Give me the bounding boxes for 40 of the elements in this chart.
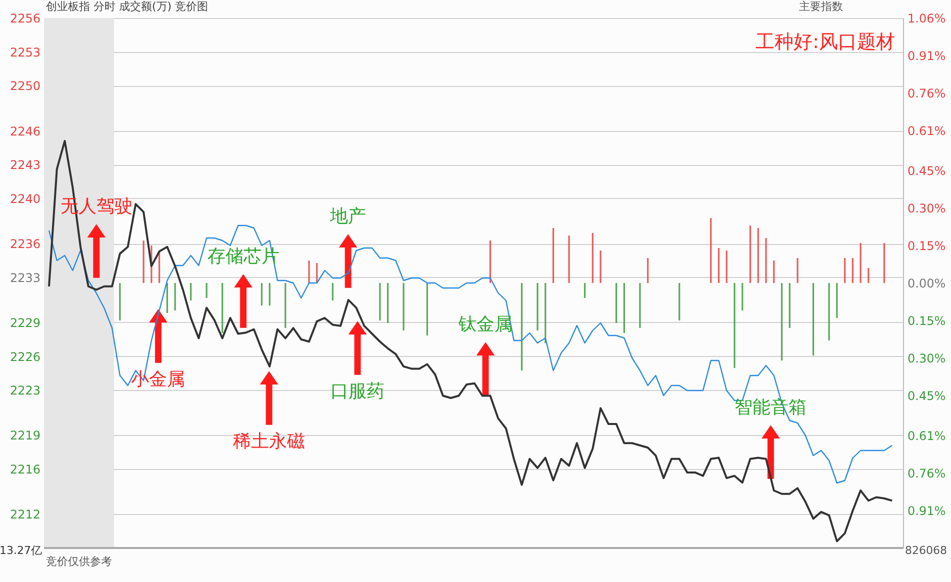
text: 竞价仅供参考: [46, 555, 112, 568]
y-tick-label: 2226: [10, 350, 40, 364]
y2-tick-label: 1.06%: [908, 12, 946, 26]
y2-tick-label: 0.45%: [908, 389, 946, 403]
y2-tick-label: 0.15%: [908, 239, 946, 253]
line-series: [48, 224, 893, 484]
y2-tick-label: 0.45%: [908, 164, 946, 178]
line-series: [48, 140, 894, 542]
y-tick-label: 2236: [10, 237, 40, 252]
y-tick-label: 2240: [10, 192, 40, 206]
y-tick-label: 2246: [10, 124, 40, 138]
text: 13.27亿: [0, 544, 42, 557]
y2-tick-label: 0.30%: [908, 202, 946, 216]
y-tick-label: 2229: [10, 316, 40, 330]
y-tick-label: 2216: [10, 462, 40, 477]
y2-tick-label: 0.15%: [908, 314, 946, 328]
y2-tick-label: 0.91%: [908, 504, 946, 518]
annotation: 地产: [329, 206, 366, 227]
y-tick-label: 2223: [10, 384, 40, 398]
y2-tick-label: 0.61%: [908, 124, 946, 138]
y2-tick-label: 0.76%: [908, 86, 946, 100]
y-tick-label: 2212: [10, 508, 40, 522]
annotation: 小金属: [131, 369, 186, 390]
y2-tick-label: 0.76%: [908, 466, 946, 480]
y-tick-label: 2233: [10, 270, 40, 285]
y2-tick-label: 0.61%: [908, 429, 946, 443]
y2-tick-label: 0.91%: [908, 49, 946, 63]
annotation: 稀土永磁: [233, 431, 306, 452]
text: 826068: [905, 544, 947, 557]
y-tick-label: 2219: [10, 428, 40, 443]
y-tick-label: 2256: [10, 12, 40, 26]
y2-tick-label: 0.00%: [908, 276, 946, 290]
y-tick-label: 2250: [10, 79, 40, 94]
annotation: 工种好:风口题材: [756, 31, 895, 53]
y-tick-label: 2243: [10, 158, 40, 172]
annotation: 口服药: [330, 381, 385, 402]
y-tick-label: 2253: [10, 45, 40, 60]
chart-title: 创业板指 分时 成交额(万) 竞价图: [46, 0, 208, 13]
text: 主要指数: [799, 0, 843, 13]
y2-tick-label: 0.30%: [908, 352, 946, 366]
